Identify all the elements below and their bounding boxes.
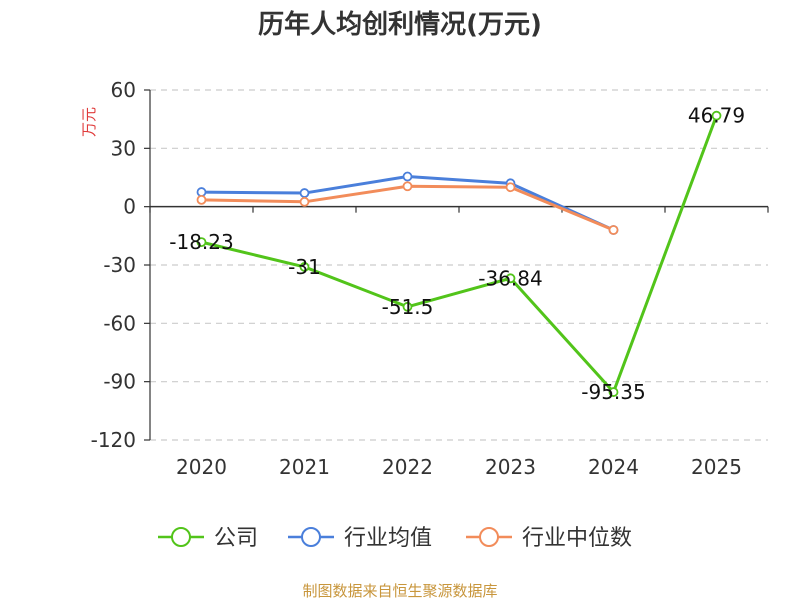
legend-item[interactable]: 行业均值	[288, 526, 432, 551]
data-point	[299, 188, 310, 198]
y-tick-label: -90	[103, 370, 136, 394]
data-label: -31	[288, 255, 321, 279]
legend[interactable]: 公司 行业均值 行业中位数	[158, 526, 632, 551]
legend-item[interactable]: 公司	[158, 526, 258, 551]
legend-label: 公司	[214, 526, 258, 551]
axes: 60 30 0 -30 -60 -90 -120 2020 2021 2022 2023 2024 20…	[91, 78, 769, 479]
y-tick-label: -60	[103, 311, 136, 335]
data-point	[196, 187, 207, 197]
data-point	[711, 110, 722, 121]
data-label: -36.84	[478, 266, 542, 290]
x-tick-label: 2021	[279, 455, 330, 479]
y-tick-label: 0	[123, 195, 136, 219]
y-tick-label: -120	[91, 428, 136, 452]
y-tick-label: 60	[111, 78, 136, 102]
series-group	[196, 110, 722, 397]
x-tick-label: 2025	[691, 455, 742, 479]
legend-marker	[171, 527, 191, 547]
data-point	[608, 387, 619, 397]
data-point	[402, 181, 413, 192]
x-tick-label: 2022	[382, 455, 433, 479]
legend-label: 行业中位数	[522, 526, 632, 551]
x-tick-label: 2023	[485, 455, 536, 479]
x-tick-label: 2024	[588, 455, 639, 479]
legend-item[interactable]: 行业中位数	[466, 526, 632, 551]
data-label: 46.79	[688, 104, 745, 128]
legend-marker	[479, 527, 499, 547]
chart-title: 历年人均创利情况(万元)	[258, 9, 542, 40]
y-tick-label: 30	[111, 136, 136, 160]
data-labels: -18.23 -31 -51.5 -36.84 -95.35 46.79	[169, 104, 745, 404]
legend-label: 行业均值	[344, 526, 432, 551]
data-point	[299, 262, 310, 272]
source-note: 制图数据来自恒生聚源数据库	[302, 582, 497, 600]
data-point	[402, 301, 413, 312]
gridlines	[150, 89, 768, 441]
x-tick-label: 2020	[176, 455, 227, 479]
y-axis-label: 万元	[80, 107, 98, 137]
data-point	[505, 273, 516, 284]
series-line	[201, 115, 718, 394]
data-point	[402, 171, 413, 182]
y-tick-label: -30	[103, 253, 136, 277]
data-label: -51.5	[382, 295, 434, 319]
data-point	[505, 182, 516, 193]
data-point	[608, 225, 619, 235]
data-label: -18.23	[169, 230, 233, 254]
data-label: -95.35	[581, 380, 645, 404]
legend-marker	[301, 527, 321, 547]
data-point	[299, 196, 310, 207]
data-point	[196, 194, 207, 205]
data-point	[196, 237, 207, 248]
